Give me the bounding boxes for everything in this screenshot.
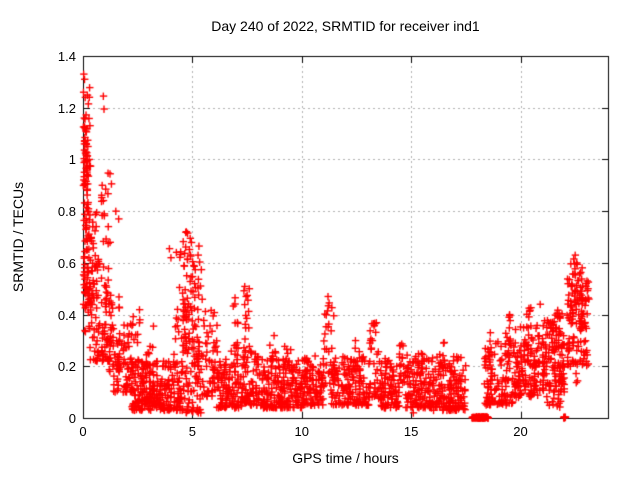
y-tick-label: 0.8 — [57, 204, 76, 220]
chart-title: Day 240 of 2022, SRMTID for receiver ind… — [211, 18, 480, 34]
y-tick-label: 1 — [68, 152, 76, 168]
x-tick-label: 15 — [403, 424, 419, 439]
y-axis-label: SRMTID / TECUs — [10, 181, 26, 293]
y-tick-label: 0.2 — [57, 359, 76, 375]
x-tick-label: 20 — [513, 424, 528, 439]
y-tick-label: 0 — [68, 411, 76, 426]
x-tick-label: 0 — [79, 424, 87, 439]
x-tick-label: 5 — [188, 424, 196, 439]
y-tick-label: 1.2 — [57, 100, 76, 116]
y-tick-label: 1.4 — [57, 49, 76, 64]
y-tick-label: 0.6 — [57, 255, 76, 271]
x-axis-label: GPS time / hours — [292, 450, 399, 466]
y-tick-label: 0.4 — [57, 307, 76, 323]
x-tick-label: 10 — [294, 424, 309, 439]
